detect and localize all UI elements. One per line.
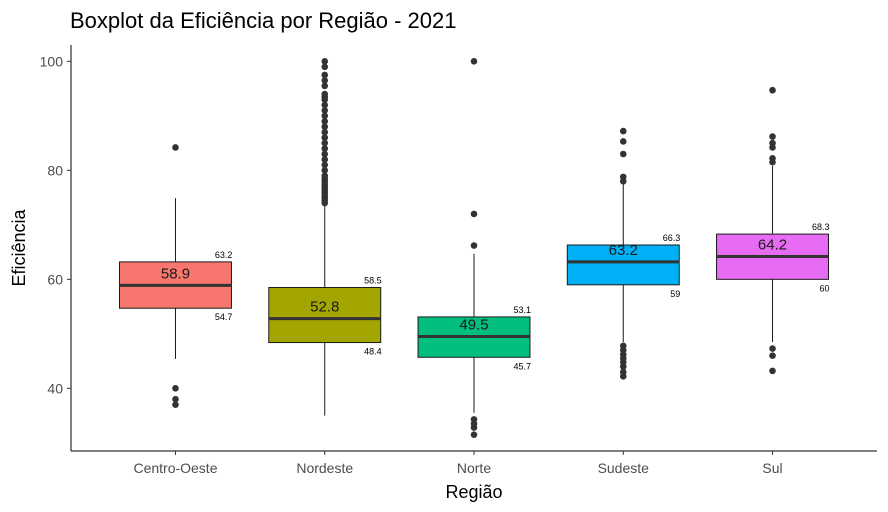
x-tick-label: Norte <box>457 460 491 476</box>
y-tick-label: 80 <box>47 162 63 178</box>
outlier-point <box>321 150 329 158</box>
outlier-point <box>619 150 627 158</box>
outlier-point <box>321 107 329 114</box>
x-tick-label: Sul <box>762 460 782 476</box>
box-group: 64.2 68.3 60 <box>716 86 830 375</box>
outlier-point <box>769 86 776 94</box>
y-axis-title: Eficiência <box>9 208 29 286</box>
box-series: 58.9 63.2 54.7 52.8 58.5 48.4 49.5 53.1 45.7 63.2… <box>119 58 830 438</box>
outlier-point <box>321 161 329 169</box>
outlier-point <box>619 127 627 135</box>
outlier-point <box>470 58 478 65</box>
outlier-point <box>321 128 329 136</box>
outlier-point <box>769 133 776 140</box>
outlier-point <box>470 431 478 438</box>
q1-label: 48.4 <box>364 347 382 357</box>
y-tick-label: 60 <box>47 271 63 287</box>
outlier-point <box>321 156 329 163</box>
outlier-point <box>321 139 329 147</box>
q1-label: 45.7 <box>513 361 531 371</box>
q3-label: 66.3 <box>663 233 681 243</box>
x-axis-ticks: Centro-Oeste Nordeste Norte Sudeste Sul <box>133 451 783 476</box>
outlier-point <box>321 199 329 207</box>
box-iqr <box>268 287 382 344</box>
outlier-point <box>769 158 776 166</box>
q3-label: 53.1 <box>513 305 531 315</box>
x-tick-label: Centro-Oeste <box>133 460 217 476</box>
q3-label: 63.2 <box>215 250 233 260</box>
outlier-point <box>321 134 329 141</box>
q3-label: 58.5 <box>364 276 382 286</box>
outlier-point <box>619 177 627 185</box>
outlier-point <box>321 82 329 90</box>
outlier-point <box>470 242 478 249</box>
outlier-point <box>470 210 478 218</box>
box-iqr <box>566 244 680 286</box>
median-label: 52.8 <box>310 299 339 316</box>
q1-label: 54.7 <box>215 312 233 322</box>
q1-label: 60 <box>819 283 829 293</box>
outlier-point <box>619 373 627 380</box>
y-tick-label: 40 <box>47 380 63 396</box>
median-label: 64.2 <box>758 236 787 253</box>
median-label: 49.5 <box>459 317 488 334</box>
box-group: 58.9 63.2 54.7 <box>119 144 233 408</box>
box-group: 63.2 66.3 59 <box>566 127 681 380</box>
outlier-point <box>321 101 329 109</box>
outlier-point <box>769 352 776 359</box>
outlier-point <box>321 71 329 79</box>
outlier-point <box>769 367 776 375</box>
y-axis-ticks: 40 60 80 100 <box>40 53 71 396</box>
outlier-point <box>470 424 478 431</box>
x-axis-title: Região <box>445 482 502 502</box>
outlier-point <box>769 345 776 352</box>
y-tick-label: 100 <box>40 53 64 69</box>
outlier-point <box>321 117 329 125</box>
chart-title: Boxplot da Eficiência por Região - 2021 <box>70 8 456 33</box>
outlier-point <box>172 401 179 408</box>
box-group: 52.8 58.5 48.4 <box>268 58 382 416</box>
q1-label: 59 <box>670 289 680 299</box>
outlier-point <box>619 363 627 370</box>
outlier-point <box>172 385 179 392</box>
outlier-point <box>321 112 329 120</box>
median-label: 63.2 <box>609 242 638 259</box>
q3-label: 68.3 <box>812 222 830 232</box>
outlier-point <box>321 63 329 71</box>
outlier-point <box>321 77 329 84</box>
outlier-point <box>321 96 329 103</box>
x-tick-label: Nordeste <box>296 460 353 476</box>
outlier-point <box>769 144 776 151</box>
x-tick-label: Sudeste <box>598 460 650 476</box>
outlier-point <box>321 123 329 131</box>
outlier-point <box>619 138 627 145</box>
box-group: 49.5 53.1 45.7 <box>417 58 531 438</box>
outlier-point <box>172 395 179 403</box>
outlier-point <box>321 58 329 65</box>
median-label: 58.9 <box>161 265 190 282</box>
outlier-point <box>172 144 179 151</box>
outlier-point <box>321 167 329 174</box>
outlier-point <box>321 145 329 152</box>
